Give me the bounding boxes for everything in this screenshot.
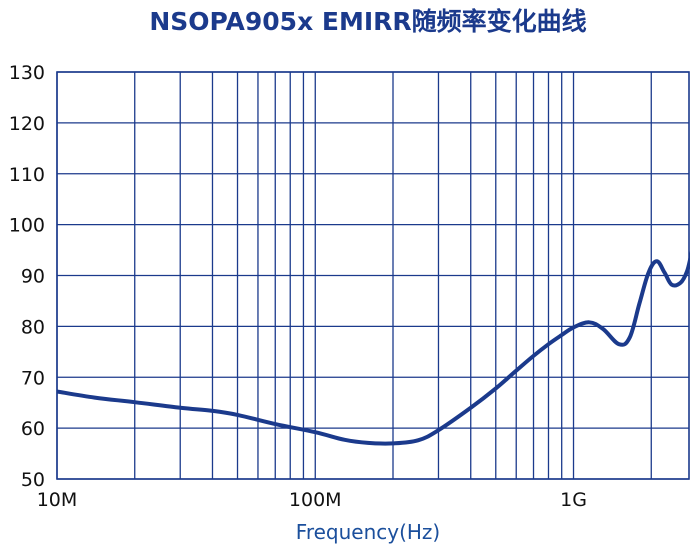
x-tick-label: 10M	[37, 489, 78, 511]
chart-title: NSOPA905x EMIRR随频率变化曲线	[149, 7, 586, 36]
emirr-curve	[57, 250, 690, 446]
tick-label-layer: 50 60 70 80 90 100 110 120 130 10M 100M 1G	[9, 62, 587, 511]
x-tick-label: 1G	[560, 489, 587, 511]
y-tick-label: 110	[9, 164, 45, 186]
y-tick-label: 70	[21, 367, 45, 389]
y-tick-label: 80	[21, 316, 45, 338]
y-tick-label: 60	[21, 418, 45, 440]
y-tick-label: 120	[9, 113, 45, 135]
y-tick-label: 50	[21, 469, 45, 491]
grid-layer	[56, 71, 689, 480]
plot-frame	[56, 71, 690, 480]
y-tick-label: 100	[9, 215, 45, 237]
y-tick-label: 130	[9, 62, 45, 84]
series-layer	[57, 250, 690, 446]
x-axis-title: Frequency(Hz)	[296, 520, 440, 544]
axis-layer	[56, 71, 690, 480]
x-tick-label: 100M	[289, 489, 342, 511]
y-tick-label: 90	[21, 266, 45, 288]
